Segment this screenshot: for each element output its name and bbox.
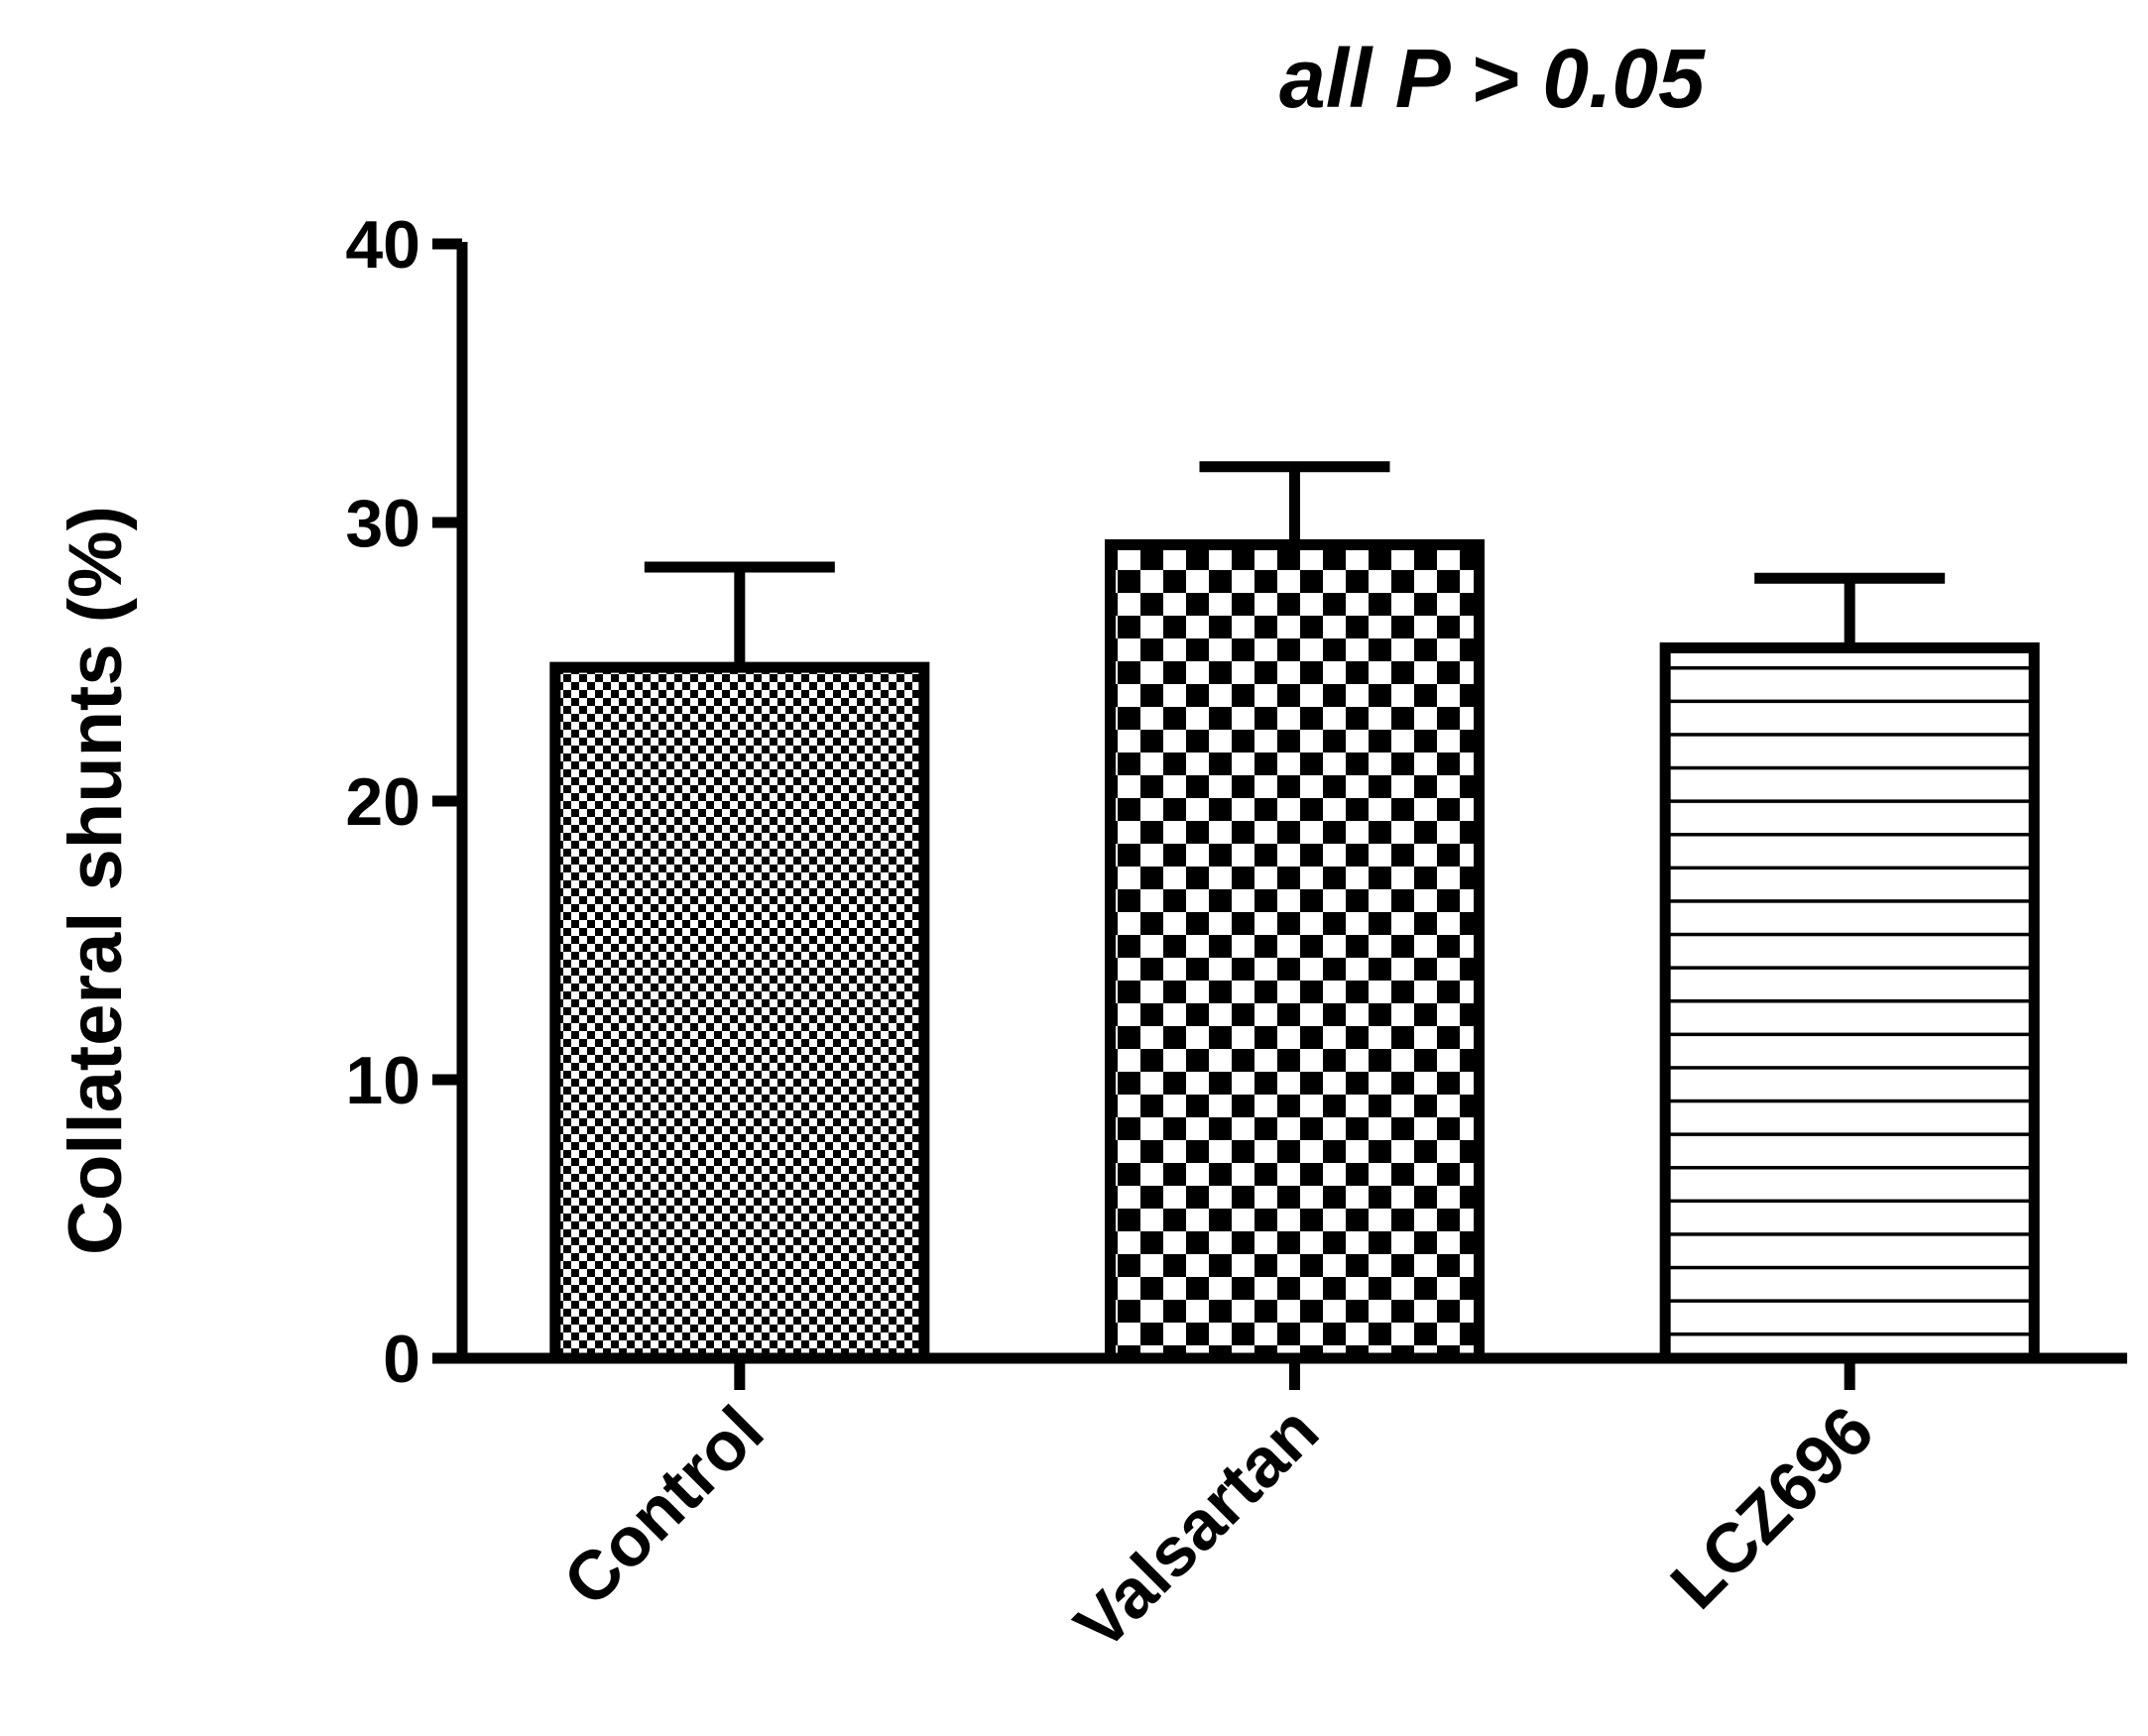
x-tick-label-control: Control — [548, 1391, 777, 1620]
y-tick-label-40: 40 — [345, 207, 420, 283]
bars — [549, 538, 2040, 1364]
axes — [432, 238, 2127, 1390]
bar-valsartan — [1105, 538, 1485, 1364]
y-tick-labels: 0 10 20 30 40 — [345, 207, 420, 1397]
x-tick-labels: Control Valsartan LCZ696 — [548, 1391, 1887, 1664]
y-tick-label-20: 20 — [345, 764, 420, 840]
significance-annotation: all P > 0.05 — [1279, 32, 1706, 125]
x-tick-label-lcz696: LCZ696 — [1656, 1391, 1888, 1623]
y-axis-title: Collateral shunts (%) — [54, 506, 138, 1255]
x-tick-label-valsartan: Valsartan — [1060, 1391, 1333, 1664]
bar-lcz696 — [1659, 641, 2040, 1364]
y-tick-label-30: 30 — [345, 486, 420, 561]
error-bars — [644, 461, 1946, 668]
bar-control — [549, 661, 930, 1364]
y-tick-label-10: 10 — [345, 1043, 420, 1118]
y-tick-label-0: 0 — [383, 1322, 420, 1397]
